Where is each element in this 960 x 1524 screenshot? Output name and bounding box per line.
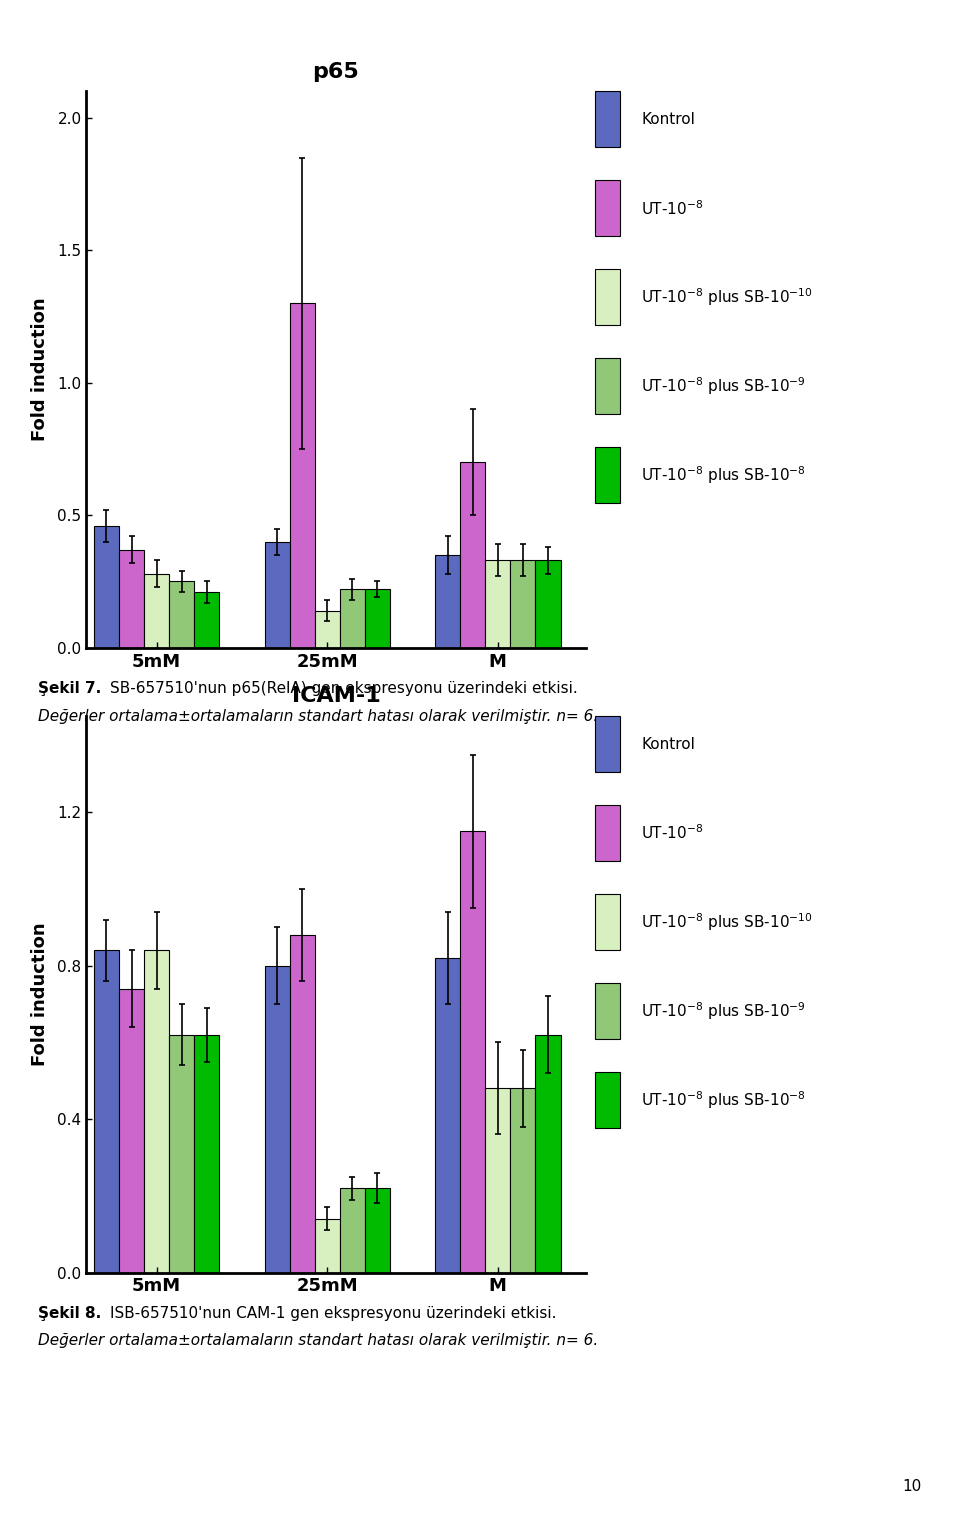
Bar: [94, 951, 119, 1273]
FancyBboxPatch shape: [595, 358, 620, 415]
Bar: [460, 832, 485, 1273]
Bar: [511, 1088, 536, 1273]
Text: SB-657510'nun p65(RelA) gen ekspresyonu üzerindeki etkisi.: SB-657510'nun p65(RelA) gen ekspresyonu …: [110, 681, 578, 696]
Bar: [169, 1035, 194, 1273]
Bar: [435, 959, 460, 1273]
Bar: [536, 1035, 561, 1273]
Bar: [290, 303, 315, 648]
Bar: [94, 526, 119, 648]
Text: Şekil 8.: Şekil 8.: [38, 1306, 102, 1321]
Bar: [290, 934, 315, 1273]
Text: UT-10$^{-8}$ plus SB-10$^{-10}$: UT-10$^{-8}$ plus SB-10$^{-10}$: [641, 287, 813, 308]
Text: UT-10$^{-8}$ plus SB-10$^{-8}$: UT-10$^{-8}$ plus SB-10$^{-8}$: [641, 1090, 806, 1111]
Text: UT-10$^{-8}$ plus SB-10$^{-10}$: UT-10$^{-8}$ plus SB-10$^{-10}$: [641, 911, 813, 933]
Text: UT-10$^{-8}$ plus SB-10$^{-8}$: UT-10$^{-8}$ plus SB-10$^{-8}$: [641, 465, 806, 486]
Bar: [119, 550, 144, 648]
Bar: [169, 582, 194, 648]
Bar: [194, 593, 219, 648]
FancyBboxPatch shape: [595, 1073, 620, 1128]
Text: UT-10$^{-8}$ plus SB-10$^{-9}$: UT-10$^{-8}$ plus SB-10$^{-9}$: [641, 375, 806, 398]
FancyBboxPatch shape: [595, 270, 620, 325]
Text: ISB-657510'nun CAM-1 gen ekspresyonu üzerindeki etkisi.: ISB-657510'nun CAM-1 gen ekspresyonu üze…: [110, 1306, 557, 1321]
Text: Değerler ortalama±ortalamaların standart hatası olarak verilmiştir. n= 6.: Değerler ortalama±ortalamaların standart…: [38, 709, 599, 724]
Text: UT-10$^{-8}$: UT-10$^{-8}$: [641, 200, 704, 218]
Text: 10: 10: [902, 1478, 922, 1494]
FancyBboxPatch shape: [595, 716, 620, 773]
Title: ICAM-1: ICAM-1: [292, 686, 380, 707]
Bar: [265, 966, 290, 1273]
Bar: [144, 951, 169, 1273]
Text: Kontrol: Kontrol: [641, 111, 695, 126]
Bar: [365, 590, 390, 648]
Bar: [194, 1035, 219, 1273]
FancyBboxPatch shape: [595, 895, 620, 949]
FancyBboxPatch shape: [595, 805, 620, 861]
FancyBboxPatch shape: [595, 448, 620, 503]
Bar: [265, 541, 290, 648]
Bar: [460, 462, 485, 648]
Text: Şekil 7.: Şekil 7.: [38, 681, 102, 696]
Bar: [340, 590, 365, 648]
Title: p65: p65: [313, 61, 359, 82]
Bar: [340, 1189, 365, 1273]
Text: UT-10$^{-8}$ plus SB-10$^{-9}$: UT-10$^{-8}$ plus SB-10$^{-9}$: [641, 1000, 806, 1023]
Text: Kontrol: Kontrol: [641, 736, 695, 751]
Y-axis label: Fold induction: Fold induction: [31, 297, 49, 442]
FancyBboxPatch shape: [595, 91, 620, 148]
Bar: [536, 561, 561, 648]
Text: Değerler ortalama±ortalamaların standart hatası olarak verilmiştir. n= 6.: Değerler ortalama±ortalamaların standart…: [38, 1334, 599, 1349]
Bar: [511, 561, 536, 648]
Bar: [485, 1088, 511, 1273]
Bar: [315, 1219, 340, 1273]
FancyBboxPatch shape: [595, 983, 620, 1039]
Bar: [485, 561, 511, 648]
FancyBboxPatch shape: [595, 180, 620, 236]
Bar: [315, 611, 340, 648]
Y-axis label: Fold induction: Fold induction: [31, 922, 49, 1067]
Bar: [435, 555, 460, 648]
Bar: [365, 1189, 390, 1273]
Bar: [119, 989, 144, 1273]
Bar: [144, 573, 169, 648]
Text: UT-10$^{-8}$: UT-10$^{-8}$: [641, 824, 704, 843]
